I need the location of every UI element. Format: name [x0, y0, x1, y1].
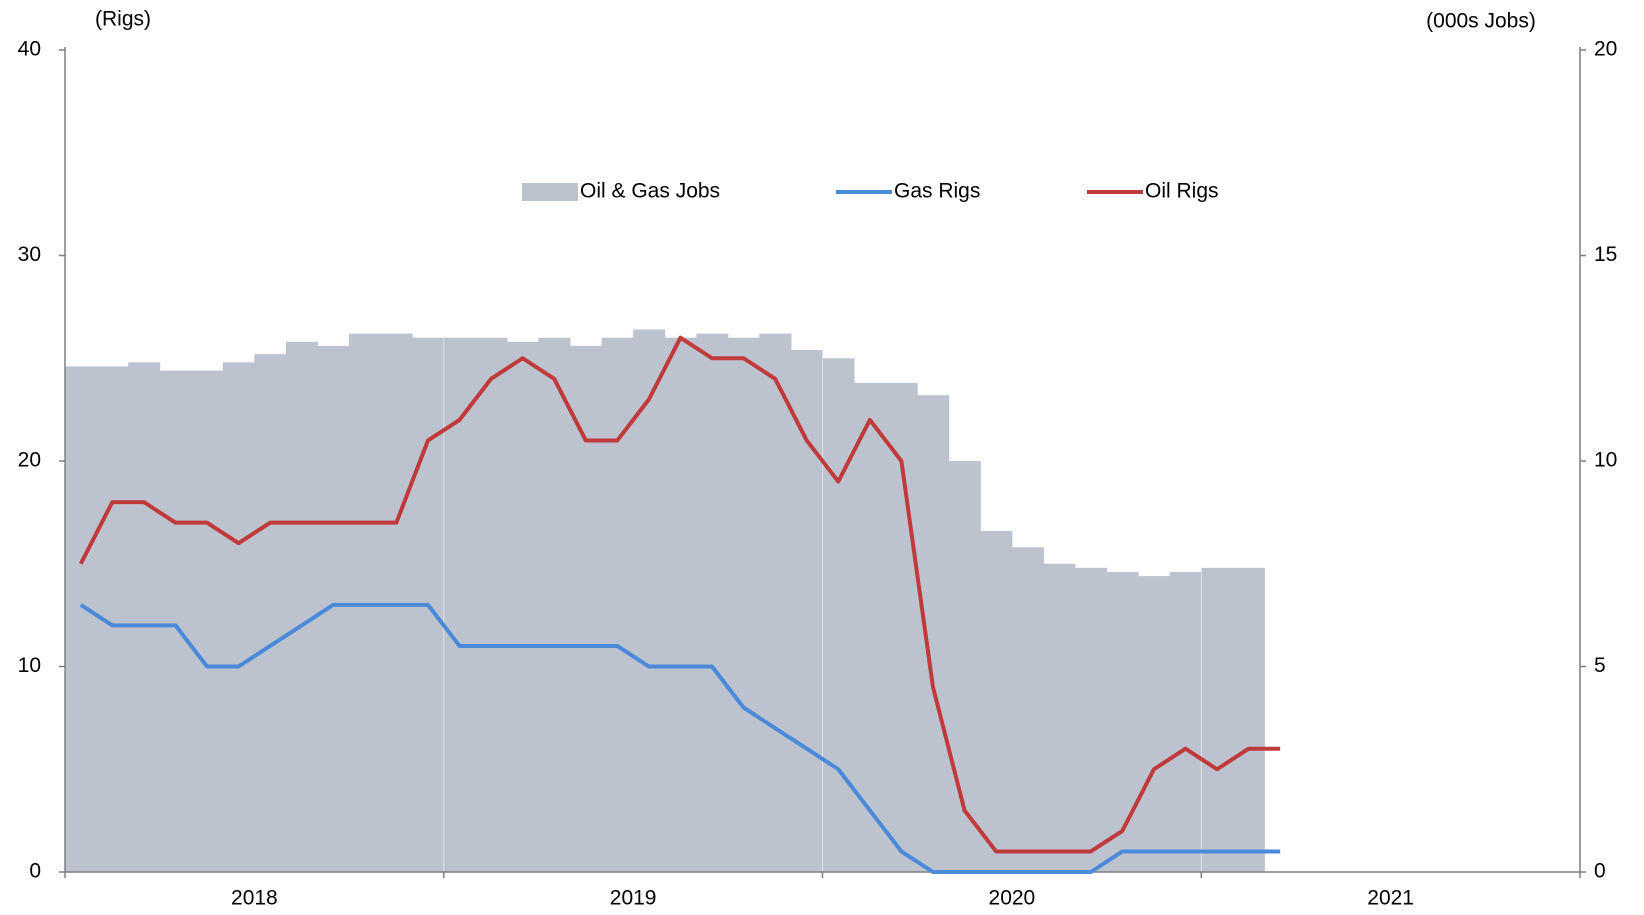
y-axis-label: (Rigs) [95, 8, 151, 31]
bar [696, 333, 729, 873]
y2-tick-label: 5 [1594, 654, 1606, 677]
line [79, 335, 1281, 854]
x-tick-label: 2018 [231, 887, 278, 910]
bar [317, 345, 350, 872]
x-tick-label: 2021 [1367, 887, 1414, 910]
y-tick-label: 40 [18, 38, 41, 61]
y-tick-label: 20 [18, 449, 41, 472]
bar [854, 382, 887, 872]
legend-label: Oil & Gas Jobs [580, 180, 720, 203]
x-tick-label: 2020 [989, 887, 1036, 910]
line [79, 602, 1281, 874]
y2-tick-label: 10 [1594, 449, 1617, 472]
legend-label: Oil Rigs [1145, 180, 1219, 203]
legend-swatch [522, 183, 578, 201]
bar [980, 530, 1013, 872]
y2-axis-label: (000s Jobs) [1426, 10, 1536, 33]
bar [254, 354, 287, 872]
bar [790, 350, 823, 872]
bar [759, 333, 792, 873]
bar [727, 337, 760, 872]
y2-tick-label: 0 [1594, 860, 1606, 883]
bar [475, 337, 508, 872]
bar [222, 362, 255, 872]
bar [1201, 567, 1234, 872]
bar [65, 366, 98, 872]
bar [1106, 571, 1139, 872]
bar [1138, 576, 1171, 872]
bar [191, 370, 224, 872]
bar [506, 341, 539, 872]
bar [1011, 547, 1044, 872]
bar [1232, 567, 1265, 872]
bar [349, 333, 382, 873]
bar [1169, 571, 1202, 872]
bar [917, 395, 950, 872]
legend-label: Gas Rigs [894, 180, 980, 203]
y2-tick-label: 15 [1594, 243, 1617, 266]
bar [570, 345, 603, 872]
y2-tick-label: 20 [1594, 38, 1617, 61]
y-tick-label: 10 [18, 654, 41, 677]
bar [1043, 563, 1076, 872]
y-tick-label: 30 [18, 243, 41, 266]
bar [128, 362, 161, 872]
bar [885, 382, 918, 872]
bar [633, 329, 666, 873]
bar [822, 358, 855, 872]
bar [159, 370, 192, 872]
bar [601, 337, 634, 872]
bar [664, 337, 697, 872]
bar [1075, 567, 1108, 872]
bar [380, 333, 413, 873]
x-tick-label: 2019 [610, 887, 657, 910]
bar [285, 341, 318, 872]
y-tick-label: 0 [29, 860, 41, 883]
bar [538, 337, 571, 872]
